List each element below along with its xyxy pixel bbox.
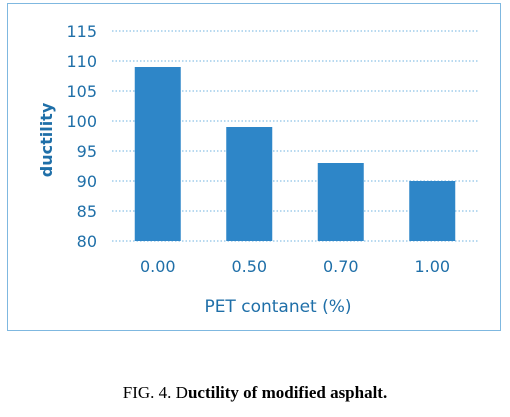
x-tick-label: 0.50 [231,257,267,276]
x-axis-title: PET contanet (%) [204,297,351,317]
y-tick-label: 85 [77,202,97,221]
y-tick-label: 115 [66,22,97,41]
bars [134,67,456,241]
bar-1.00 [409,181,456,241]
y-tick-label: 80 [77,232,97,251]
x-tick-label: 1.00 [414,257,450,276]
x-tick-label: 0.00 [140,257,176,276]
caption-prefix: FIG. 4. D [122,383,188,402]
y-tick-label: 110 [66,52,97,71]
y-tick-label: 90 [77,172,97,191]
x-tick-label: 0.70 [323,257,359,276]
x-tick-labels: 0.00 0.50 0.70 1.00 [140,257,450,276]
caption-text: uctility of modified asphalt. [187,383,388,402]
bar-0.70 [317,163,364,241]
y-tick-label: 100 [66,112,97,131]
y-axis-title: ductility [37,102,56,177]
figure-caption: FIG. 4. Ductility of modified asphalt. [0,383,510,403]
bar-chart: 80 85 90 95 100 105 110 115 0.00 0.50 0.70 1.00 du… [37,22,478,317]
y-tick-label: 105 [66,82,97,101]
y-tick-labels: 80 85 90 95 100 105 110 115 [66,22,97,251]
bar-0.00 [134,67,181,241]
y-tick-label: 95 [77,142,97,161]
bar-0.50 [226,127,273,241]
